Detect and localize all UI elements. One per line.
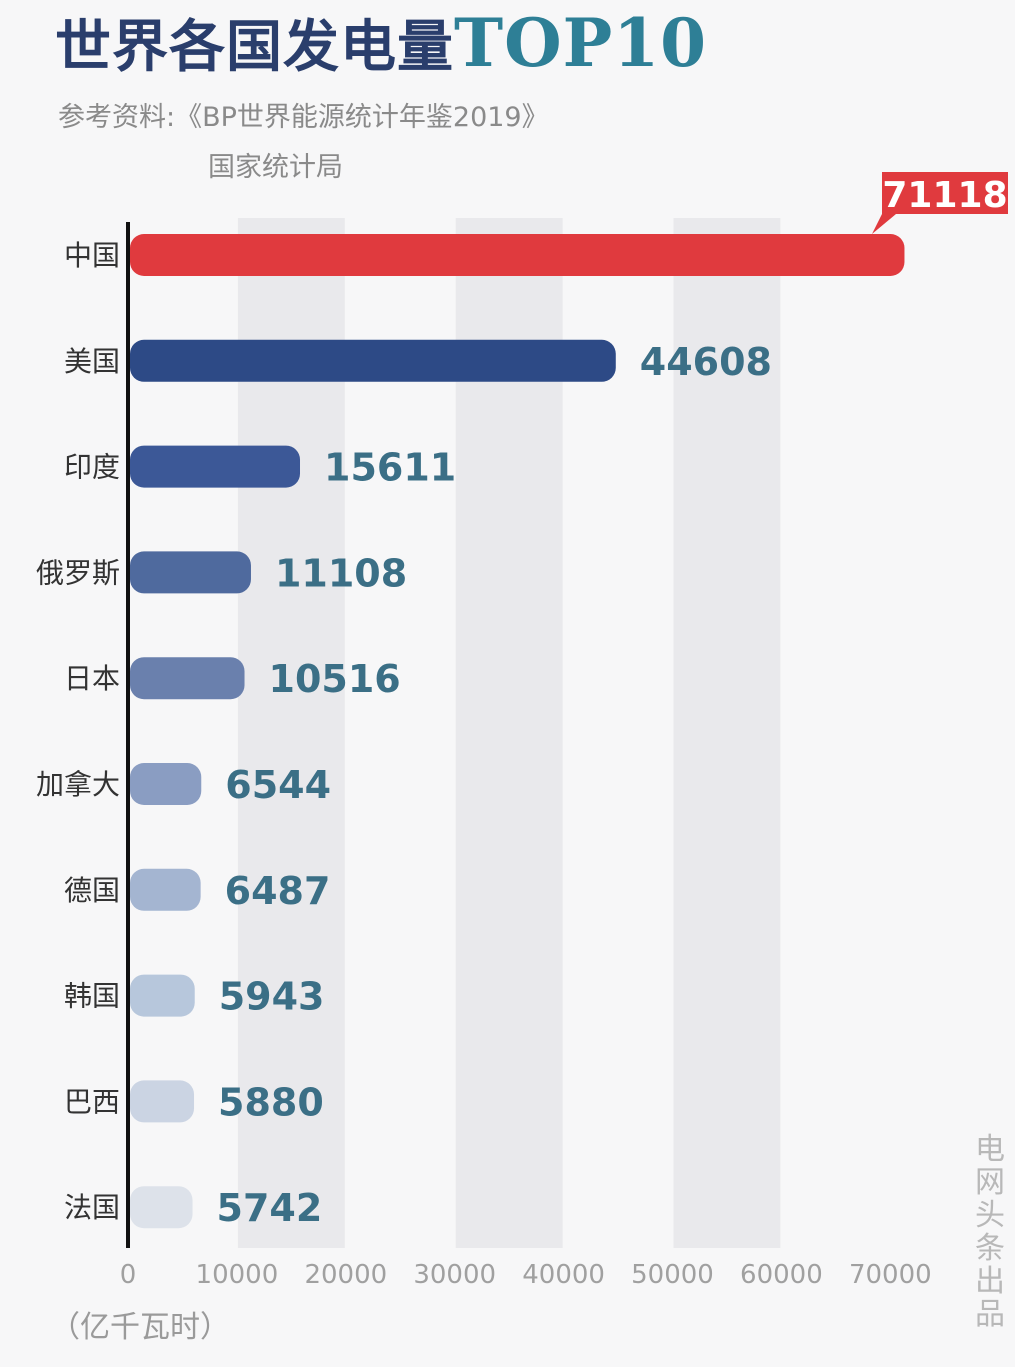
value-label: 10516 bbox=[269, 657, 401, 701]
grid-band bbox=[673, 218, 781, 1248]
credit-watermark: 电网头条出品 bbox=[975, 1132, 1005, 1332]
category-label: 法国 bbox=[64, 1191, 120, 1224]
value-label: 11108 bbox=[275, 551, 407, 595]
source-line-1: 参考资料:《BP世界能源统计年鉴2019》 bbox=[58, 102, 549, 133]
value-label: 6544 bbox=[225, 763, 331, 807]
x-tick-label: 0 bbox=[120, 1260, 137, 1290]
value-label: 6487 bbox=[225, 869, 331, 913]
value-label: 15611 bbox=[324, 446, 456, 490]
value-label: 5742 bbox=[217, 1186, 323, 1230]
x-tick-label: 20000 bbox=[304, 1260, 387, 1290]
category-label: 加拿大 bbox=[36, 768, 120, 801]
chart-title-chinese: 世界各国发电量 bbox=[55, 14, 454, 80]
bar-4 bbox=[130, 551, 251, 594]
bar-7 bbox=[130, 868, 201, 911]
value-label: 71118 bbox=[882, 175, 1007, 216]
category-label: 巴西 bbox=[64, 1085, 120, 1118]
bar-2 bbox=[130, 339, 616, 382]
category-label: 德国 bbox=[64, 874, 120, 907]
category-label: 日本 bbox=[64, 662, 120, 695]
x-tick-label: 70000 bbox=[849, 1260, 932, 1290]
value-label: 5880 bbox=[218, 1080, 324, 1124]
category-label: 俄罗斯 bbox=[36, 556, 120, 589]
category-label: 韩国 bbox=[64, 980, 120, 1013]
unit-label: （亿千瓦时） bbox=[50, 1310, 230, 1345]
category-label: 中国 bbox=[64, 239, 120, 272]
x-tick-label: 50000 bbox=[631, 1260, 714, 1290]
value-callout bbox=[872, 172, 1008, 234]
category-label: 美国 bbox=[64, 345, 120, 378]
bar-3 bbox=[130, 445, 301, 488]
bar-5 bbox=[130, 657, 245, 700]
value-label: 5943 bbox=[219, 975, 325, 1019]
value-label: 44608 bbox=[640, 340, 772, 384]
grid-band bbox=[455, 218, 563, 1248]
category-label: 印度 bbox=[64, 451, 120, 484]
x-tick-label: 60000 bbox=[740, 1260, 823, 1290]
grid-band bbox=[237, 218, 345, 1248]
x-tick-label: 10000 bbox=[196, 1260, 279, 1290]
bar-9 bbox=[130, 1080, 195, 1123]
x-tick-label: 40000 bbox=[522, 1260, 605, 1290]
bar-10 bbox=[130, 1186, 193, 1229]
source-line-2: 国家统计局 bbox=[208, 152, 343, 183]
bar-6 bbox=[130, 763, 202, 805]
bar-1 bbox=[130, 234, 905, 276]
x-tick-label: 30000 bbox=[413, 1260, 496, 1290]
chart-title: 世界各国发电量TOP10 bbox=[55, 4, 708, 82]
bar-8 bbox=[130, 974, 195, 1017]
chart-title-english: TOP10 bbox=[454, 4, 708, 82]
